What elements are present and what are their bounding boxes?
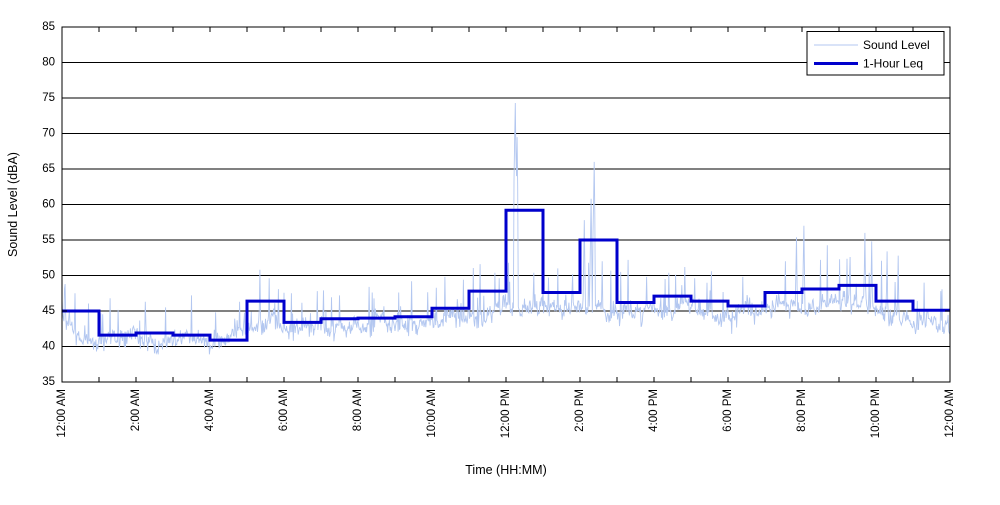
- x-tick-label: 2:00 PM: [574, 389, 586, 432]
- x-tick-label: 2:00 AM: [130, 389, 142, 431]
- x-tick-label: 12:00 AM: [56, 389, 68, 438]
- x-axis-title: Time (HH:MM): [465, 463, 546, 477]
- x-tick-label: 8:00 PM: [796, 389, 808, 432]
- series-layer: [61, 102, 950, 355]
- x-tick-label: 6:00 PM: [722, 389, 734, 432]
- y-tick-label: 50: [42, 270, 55, 282]
- y-tick-label: 80: [42, 57, 55, 69]
- y-tick-label: 70: [42, 128, 55, 140]
- x-tick-label: 8:00 AM: [352, 389, 364, 431]
- x-tick-label: 12:00 PM: [500, 389, 512, 438]
- y-tick-label: 85: [42, 21, 55, 33]
- legend-box: [806, 31, 945, 76]
- y-tick-label: 35: [42, 376, 55, 388]
- y-tick-label: 45: [42, 305, 55, 317]
- x-tick-label: 10:00 AM: [426, 389, 438, 438]
- y-tick-label: 55: [42, 234, 55, 246]
- legend-label-sound-level: Sound Level: [863, 38, 930, 52]
- y-tick-label: 65: [42, 163, 55, 175]
- x-tick-label: 4:00 PM: [648, 389, 660, 432]
- x-tick-label: 6:00 AM: [278, 389, 290, 431]
- legend-label-leq: 1-Hour Leq: [863, 57, 923, 71]
- x-tick-label: 12:00 AM: [944, 389, 956, 438]
- y-tick-label: 60: [42, 199, 55, 211]
- legend: Sound Level 1-Hour Leq: [806, 31, 945, 76]
- leq-series: [62, 208, 950, 342]
- y-tick-label: 40: [42, 341, 55, 353]
- x-tick-label: 4:00 AM: [204, 389, 216, 431]
- y-axis-title: Sound Level (dBA): [6, 152, 20, 257]
- y-tick-label: 75: [42, 92, 55, 104]
- x-tick-label: 10:00 PM: [870, 389, 882, 438]
